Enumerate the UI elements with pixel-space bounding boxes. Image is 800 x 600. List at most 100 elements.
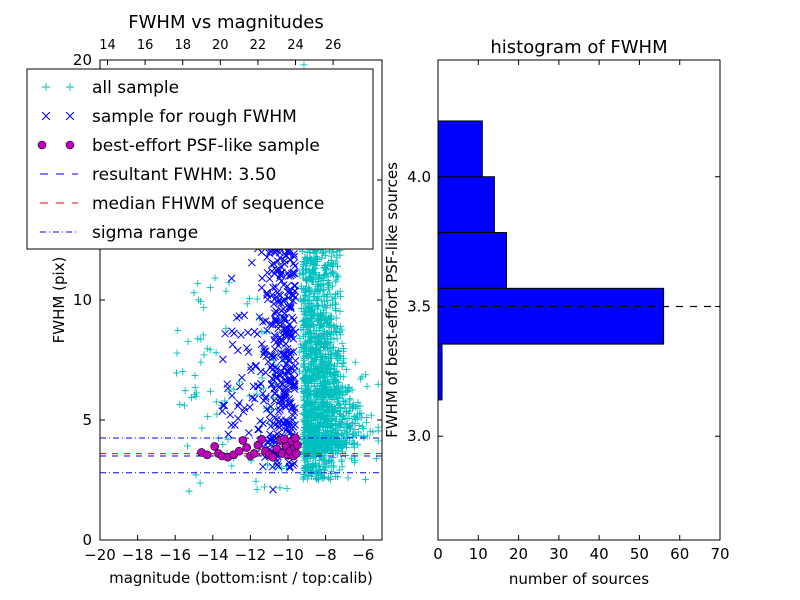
rough-sample-point xyxy=(255,425,263,434)
rough-sample-point xyxy=(260,347,269,356)
all-sample-point xyxy=(330,271,338,279)
all-sample-point xyxy=(363,432,371,440)
rough-sample-point xyxy=(235,382,244,391)
all-sample-point xyxy=(296,334,304,342)
rough-sample-point xyxy=(274,383,283,392)
all-sample-point xyxy=(345,423,353,431)
all-sample-point xyxy=(328,468,336,476)
all-sample-point xyxy=(316,466,324,474)
all-sample-point xyxy=(333,251,341,259)
all-sample-point xyxy=(297,343,305,351)
rough-sample-point xyxy=(269,300,278,308)
rough-sample-point xyxy=(244,429,253,437)
all-sample-point xyxy=(297,304,305,312)
all-sample-point xyxy=(260,483,268,491)
all-sample-point xyxy=(328,349,336,357)
rough-sample-point xyxy=(281,403,290,411)
all-sample-point xyxy=(324,406,332,414)
all-sample-point xyxy=(312,285,320,293)
x-tick-label: −20 xyxy=(84,546,116,564)
all-sample-point xyxy=(198,424,206,432)
all-sample-point xyxy=(301,288,309,296)
all-sample-point xyxy=(299,323,307,331)
histogram-bar xyxy=(438,343,443,401)
rough-sample-point xyxy=(250,394,259,403)
all-sample-point xyxy=(333,354,341,362)
all-sample-point xyxy=(191,372,199,380)
all-sample-point xyxy=(300,456,308,464)
all-sample-point xyxy=(350,439,358,447)
scatter-y-label: FWHM (pix) xyxy=(50,257,68,344)
all-sample-point xyxy=(306,410,314,418)
rough-sample-point xyxy=(273,460,282,469)
all-sample-point xyxy=(302,411,310,419)
all-sample-point xyxy=(303,315,311,323)
all-sample-point xyxy=(206,284,214,292)
histogram-bar xyxy=(438,287,665,345)
all-sample-point xyxy=(324,259,332,267)
psf-sample-point xyxy=(249,449,259,458)
all-sample-point xyxy=(335,438,343,446)
rough-sample-point xyxy=(228,391,236,400)
rough-sample-point xyxy=(285,368,293,377)
all-sample-point xyxy=(219,440,227,448)
psf-sample-point xyxy=(293,440,302,450)
all-sample-point xyxy=(334,437,342,445)
all-sample-point xyxy=(316,360,324,368)
rough-sample-point xyxy=(279,305,288,314)
all-sample-point xyxy=(318,249,326,257)
rough-sample-point xyxy=(263,326,271,335)
rough-sample-point xyxy=(280,260,289,268)
all-sample-point xyxy=(312,396,320,404)
all-sample-point xyxy=(307,314,315,322)
x-tick-label: 30 xyxy=(549,545,568,563)
all-sample-point xyxy=(318,393,326,401)
y-tick-label: 4.0 xyxy=(407,168,431,186)
x-tick-label: −6 xyxy=(352,546,374,564)
all-sample-point xyxy=(325,462,333,470)
all-sample-point xyxy=(184,338,192,346)
all-sample-point xyxy=(306,323,314,331)
all-sample-point xyxy=(340,347,348,355)
all-sample-point xyxy=(253,295,261,303)
rough-sample-point xyxy=(234,346,242,355)
all-sample-point xyxy=(351,458,359,466)
y-tick-label: 20 xyxy=(73,51,92,69)
rough-sample-point xyxy=(283,282,292,291)
all-sample-point xyxy=(321,264,329,272)
all-sample-point xyxy=(42,83,50,91)
all-sample-point xyxy=(332,431,340,439)
histogram-title: histogram of FWHM xyxy=(490,37,667,58)
all-sample-point xyxy=(358,373,366,381)
all-sample-point xyxy=(283,485,291,493)
all-sample-point xyxy=(325,323,333,331)
all-sample-point xyxy=(367,411,375,419)
all-sample-point xyxy=(324,320,332,328)
rough-sample-point xyxy=(287,424,296,433)
all-sample-point xyxy=(204,412,212,420)
all-sample-point xyxy=(212,349,220,357)
all-sample-point xyxy=(332,328,340,336)
all-sample-point xyxy=(340,397,348,405)
all-sample-point xyxy=(310,356,318,364)
all-sample-point xyxy=(315,389,323,397)
all-sample-point xyxy=(328,438,336,446)
all-sample-point xyxy=(332,371,339,379)
rough-sample-point xyxy=(285,462,294,471)
all-sample-point xyxy=(305,425,313,433)
all-sample-point xyxy=(318,335,326,343)
all-sample-point xyxy=(322,463,330,471)
all-sample-point xyxy=(194,335,202,343)
all-sample-point xyxy=(326,400,334,408)
scatter-legend: all sample sample for rough FWHM best-effo… xyxy=(26,68,374,250)
rough-sample-point xyxy=(289,380,298,389)
all-sample-point xyxy=(324,297,332,305)
histogram-subplot: 0 10 20 30 40 50 60 70 3.0 3.5 4.0 histogram of F… xyxy=(383,37,730,588)
all-sample-point xyxy=(315,446,323,454)
all-sample-point xyxy=(295,367,303,375)
rough-sample-point xyxy=(258,274,266,282)
rough-sample-point xyxy=(220,401,229,410)
all-sample-point xyxy=(307,359,315,367)
all-sample-point xyxy=(193,389,201,397)
all-sample-point xyxy=(317,420,325,428)
